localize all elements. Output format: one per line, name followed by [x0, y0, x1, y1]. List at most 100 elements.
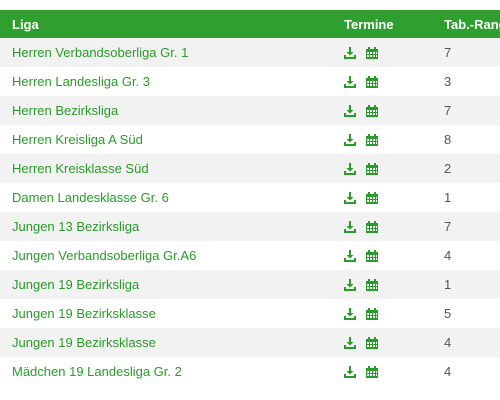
table-row: Herren Bezirksliga 7 [0, 96, 500, 125]
header-liga: Liga [12, 16, 39, 32]
table-body: Herren Verbandsoberliga Gr. 1 7 Herren Lan… [0, 38, 500, 386]
termine-cell [336, 307, 444, 320]
calendar-icon[interactable] [366, 278, 378, 291]
table-row: Jungen 19 Bezirksliga 1 [0, 270, 500, 299]
table-row: Herren Landesliga Gr. 3 3 [0, 67, 500, 96]
liga-link[interactable]: Herren Kreisklasse Süd [12, 161, 149, 176]
calendar-icon[interactable] [366, 191, 378, 204]
liga-link[interactable]: Herren Bezirksliga [12, 103, 119, 118]
liga-cell: Jungen 19 Bezirksklasse [0, 335, 336, 350]
calendar-icon[interactable] [366, 162, 378, 175]
table-row: Jungen 19 Bezirksklasse 4 [0, 328, 500, 357]
liga-link[interactable]: Jungen 13 Bezirksliga [12, 219, 140, 234]
table-header: Liga Termine Tab.-Rang [0, 10, 500, 38]
download-icon[interactable] [344, 220, 356, 233]
termine-cell [336, 220, 444, 233]
termine-icons [344, 75, 444, 88]
download-icon[interactable] [344, 336, 356, 349]
termine-icons [344, 133, 444, 146]
download-icon[interactable] [344, 307, 356, 320]
liga-link[interactable]: Jungen 19 Bezirksklasse [12, 335, 156, 350]
rank-cell: 7 [444, 103, 452, 118]
rank-cell: 1 [444, 277, 452, 292]
termine-cell [336, 336, 444, 349]
table-row: Jungen 19 Bezirksklasse 5 [0, 299, 500, 328]
league-table: Liga Termine Tab.-Rang Herren Verbandsob… [0, 10, 500, 386]
calendar-icon[interactable] [366, 249, 378, 262]
calendar-icon[interactable] [366, 46, 378, 59]
table-row: Mädchen 19 Landesliga Gr. 2 4 [0, 357, 500, 386]
calendar-icon[interactable] [366, 307, 378, 320]
liga-cell: Jungen 19 Bezirksliga [0, 277, 336, 292]
liga-cell: Herren Kreisliga A Süd [0, 132, 336, 147]
download-icon[interactable] [344, 46, 356, 59]
liga-cell: Jungen 13 Bezirksliga [0, 219, 336, 234]
termine-cell [336, 191, 444, 204]
header-rank: Tab.-Rang [444, 16, 500, 32]
liga-link[interactable]: Jungen Verbandsoberliga Gr.A6 [12, 248, 197, 263]
table-row: Herren Kreisklasse Süd 2 [0, 154, 500, 183]
calendar-icon[interactable] [366, 336, 378, 349]
liga-cell: Jungen Verbandsoberliga Gr.A6 [0, 248, 336, 263]
calendar-icon[interactable] [366, 75, 378, 88]
table-row: Jungen Verbandsoberliga Gr.A6 4 [0, 241, 500, 270]
liga-cell: Mädchen 19 Landesliga Gr. 2 [0, 364, 336, 379]
table-row: Damen Landesklasse Gr. 6 1 [0, 183, 500, 212]
liga-cell: Jungen 19 Bezirksklasse [0, 306, 336, 321]
rank-cell: 2 [444, 161, 452, 176]
liga-link[interactable]: Herren Kreisliga A Süd [12, 132, 143, 147]
rank-cell: 5 [444, 306, 452, 321]
termine-cell [336, 249, 444, 262]
rank-cell: 7 [444, 219, 452, 234]
liga-link[interactable]: Mädchen 19 Landesliga Gr. 2 [12, 364, 182, 379]
download-icon[interactable] [344, 365, 356, 378]
download-icon[interactable] [344, 104, 356, 117]
calendar-icon[interactable] [366, 365, 378, 378]
download-icon[interactable] [344, 278, 356, 291]
termine-icons [344, 162, 444, 175]
termine-icons [344, 278, 444, 291]
termine-cell [336, 46, 444, 59]
liga-cell: Damen Landesklasse Gr. 6 [0, 190, 336, 205]
download-icon[interactable] [344, 75, 356, 88]
termine-cell [336, 75, 444, 88]
termine-icons [344, 191, 444, 204]
liga-link[interactable]: Jungen 19 Bezirksklasse [12, 306, 156, 321]
calendar-icon[interactable] [366, 133, 378, 146]
calendar-icon[interactable] [366, 104, 378, 117]
rank-cell: 3 [444, 74, 452, 89]
termine-icons [344, 104, 444, 117]
rank-cell: 7 [444, 45, 452, 60]
liga-cell: Herren Bezirksliga [0, 103, 336, 118]
termine-cell [336, 278, 444, 291]
download-icon[interactable] [344, 162, 356, 175]
rank-cell: 4 [444, 248, 452, 263]
liga-cell: Herren Landesliga Gr. 3 [0, 74, 336, 89]
rank-cell: 1 [444, 190, 452, 205]
rank-cell: 4 [444, 335, 452, 350]
termine-icons [344, 336, 444, 349]
termine-icons [344, 220, 444, 233]
termine-cell [336, 104, 444, 117]
termine-cell [336, 133, 444, 146]
download-icon[interactable] [344, 191, 356, 204]
table-row: Herren Verbandsoberliga Gr. 1 7 [0, 38, 500, 67]
calendar-icon[interactable] [366, 220, 378, 233]
liga-link[interactable]: Jungen 19 Bezirksliga [12, 277, 140, 292]
rank-cell: 4 [444, 364, 452, 379]
table-row: Herren Kreisliga A Süd 8 [0, 125, 500, 154]
liga-cell: Herren Kreisklasse Süd [0, 161, 336, 176]
download-icon[interactable] [344, 249, 356, 262]
termine-icons [344, 307, 444, 320]
termine-icons [344, 365, 444, 378]
liga-cell: Herren Verbandsoberliga Gr. 1 [0, 45, 336, 60]
liga-link[interactable]: Herren Landesliga Gr. 3 [12, 74, 151, 89]
download-icon[interactable] [344, 133, 356, 146]
rank-cell: 8 [444, 132, 452, 147]
liga-link[interactable]: Damen Landesklasse Gr. 6 [12, 190, 169, 205]
table-row: Jungen 13 Bezirksliga 7 [0, 212, 500, 241]
liga-link[interactable]: Herren Verbandsoberliga Gr. 1 [12, 45, 189, 60]
termine-cell [336, 162, 444, 175]
termine-icons [344, 46, 444, 59]
termine-cell [336, 365, 444, 378]
